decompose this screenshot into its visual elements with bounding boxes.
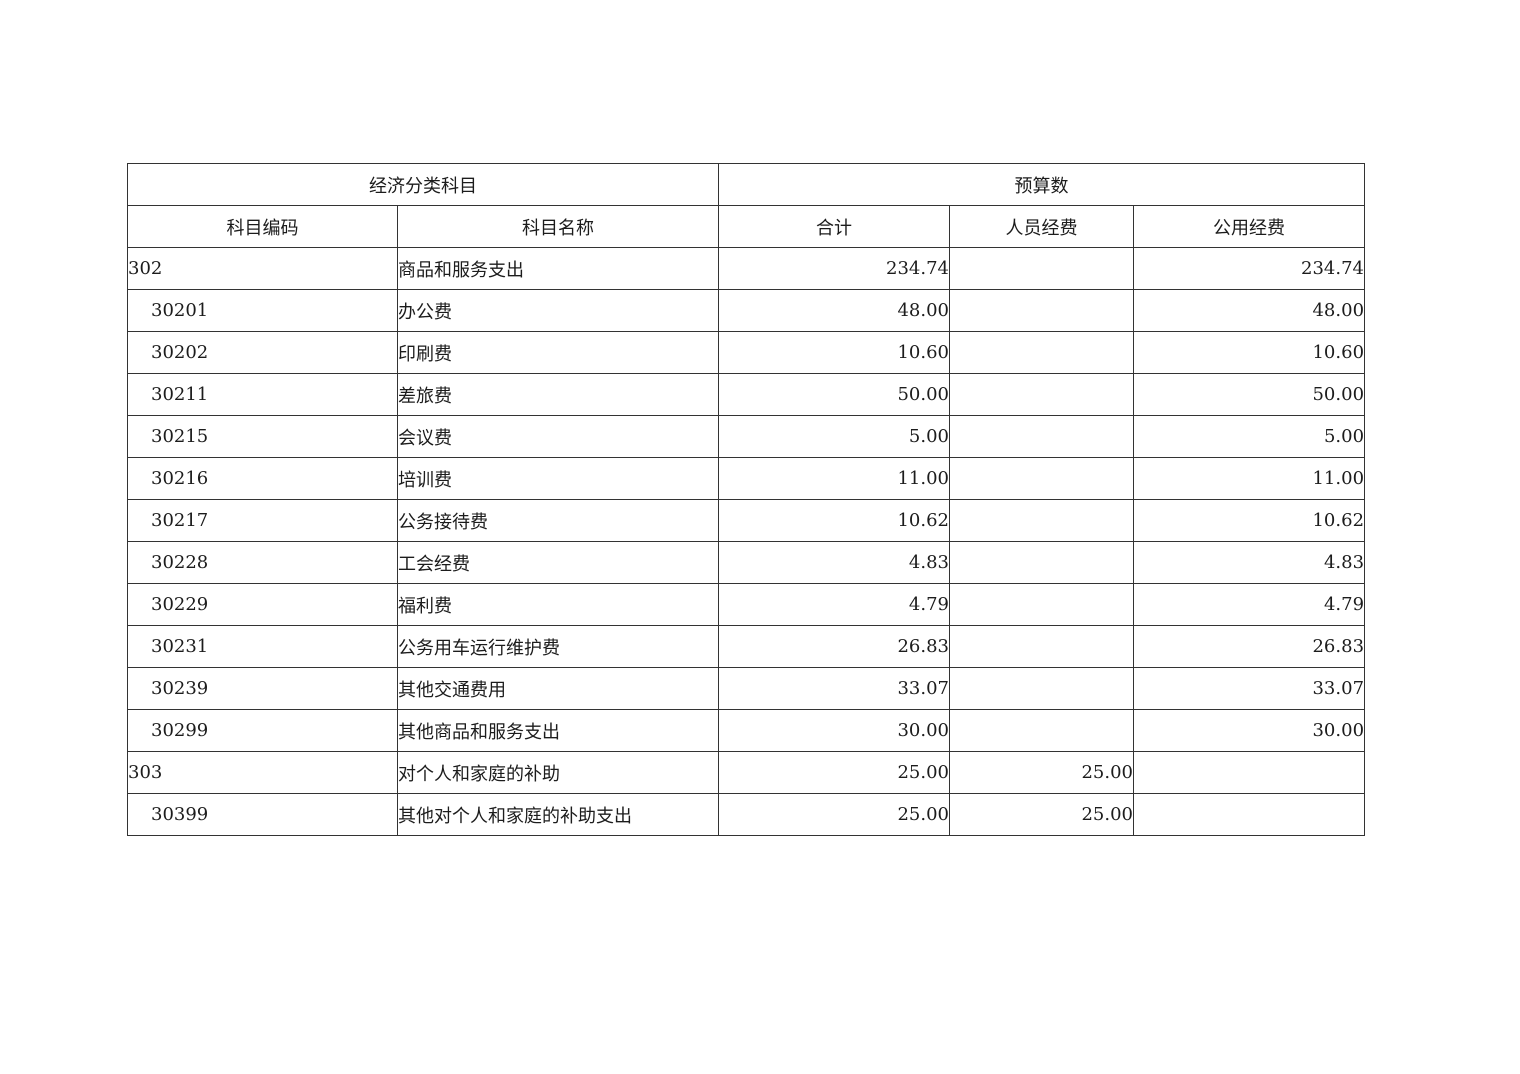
cell-total: 11.00 (718, 457, 950, 500)
cell-subject-name: 商品和服务支出 (397, 247, 719, 290)
cell-public-funds: 10.62 (1132, 499, 1366, 542)
cell-public-funds: 234.74 (1132, 247, 1366, 290)
cell-total: 25.00 (718, 751, 950, 794)
table-row: 30229 福利费 4.79 4.79 (127, 583, 1366, 626)
cell-subject-name: 其他对个人和家庭的补助支出 (397, 793, 719, 836)
cell-subject-name: 印刷费 (397, 331, 719, 374)
cell-public-funds: 4.83 (1132, 541, 1366, 584)
cell-subject-code: 30216 (127, 457, 398, 500)
cell-subject-name: 办公费 (397, 289, 719, 332)
cell-subject-name: 其他商品和服务支出 (397, 709, 719, 752)
group-header-row: 经济分类科目 预算数 (127, 163, 1366, 206)
cell-total: 30.00 (718, 709, 950, 752)
table-row: 30202 印刷费 10.60 10.60 (127, 331, 1366, 374)
table-row: 303 对个人和家庭的补助 25.00 25.00 (127, 751, 1366, 794)
cell-public-funds: 4.79 (1132, 583, 1366, 626)
cell-personnel-funds (949, 709, 1134, 752)
cell-personnel-funds: 25.00 (949, 793, 1134, 836)
table-row: 30201 办公费 48.00 48.00 (127, 289, 1366, 332)
cell-subject-code: 302 (127, 247, 398, 290)
cell-subject-code: 30202 (127, 331, 398, 374)
cell-personnel-funds (949, 667, 1134, 710)
cell-public-funds (1132, 751, 1366, 794)
column-header-subject-name: 科目名称 (397, 205, 719, 248)
cell-public-funds: 5.00 (1132, 415, 1366, 458)
cell-public-funds (1132, 793, 1366, 836)
cell-public-funds: 48.00 (1132, 289, 1366, 332)
cell-total: 4.83 (718, 541, 950, 584)
group-header-budget-amount: 预算数 (717, 163, 1366, 206)
cell-subject-name: 对个人和家庭的补助 (397, 751, 719, 794)
budget-table: 经济分类科目 预算数 科目编码 科目名称 合计 人员经费 公用经费 302 商品和… (127, 163, 1366, 836)
cell-subject-name: 培训费 (397, 457, 719, 500)
table-row: 30299 其他商品和服务支出 30.00 30.00 (127, 709, 1366, 752)
cell-total: 10.62 (718, 499, 950, 542)
group-header-economic-classification: 经济分类科目 (127, 163, 719, 206)
cell-total: 33.07 (718, 667, 950, 710)
cell-subject-name: 福利费 (397, 583, 719, 626)
cell-subject-name: 其他交通费用 (397, 667, 719, 710)
table-row: 30211 差旅费 50.00 50.00 (127, 373, 1366, 416)
cell-subject-code: 30229 (127, 583, 398, 626)
column-header-personnel-funds: 人员经费 (949, 205, 1134, 248)
table-header: 经济分类科目 预算数 科目编码 科目名称 合计 人员经费 公用经费 (127, 163, 1366, 248)
cell-public-funds: 11.00 (1132, 457, 1366, 500)
cell-subject-code: 30215 (127, 415, 398, 458)
table-row: 30215 会议费 5.00 5.00 (127, 415, 1366, 458)
cell-total: 48.00 (718, 289, 950, 332)
table-row: 30399 其他对个人和家庭的补助支出 25.00 25.00 (127, 793, 1366, 836)
table-row: 30239 其他交通费用 33.07 33.07 (127, 667, 1366, 710)
cell-subject-name: 公务用车运行维护费 (397, 625, 719, 668)
cell-total: 26.83 (718, 625, 950, 668)
column-header-total: 合计 (718, 205, 950, 248)
cell-public-funds: 50.00 (1132, 373, 1366, 416)
column-header-public-funds: 公用经费 (1132, 205, 1366, 248)
table-row: 302 商品和服务支出 234.74 234.74 (127, 247, 1366, 290)
cell-subject-code: 303 (127, 751, 398, 794)
cell-personnel-funds (949, 289, 1134, 332)
cell-total: 10.60 (718, 331, 950, 374)
column-header-row: 科目编码 科目名称 合计 人员经费 公用经费 (127, 205, 1366, 248)
cell-subject-code: 30228 (127, 541, 398, 584)
cell-subject-code: 30299 (127, 709, 398, 752)
cell-personnel-funds (949, 415, 1134, 458)
cell-public-funds: 10.60 (1132, 331, 1366, 374)
cell-total: 234.74 (718, 247, 950, 290)
cell-personnel-funds (949, 373, 1134, 416)
column-header-subject-code: 科目编码 (127, 205, 398, 248)
cell-total: 5.00 (718, 415, 950, 458)
cell-public-funds: 33.07 (1132, 667, 1366, 710)
cell-personnel-funds (949, 457, 1134, 500)
cell-personnel-funds (949, 331, 1134, 374)
cell-subject-name: 会议费 (397, 415, 719, 458)
cell-subject-code: 30217 (127, 499, 398, 542)
cell-public-funds: 30.00 (1132, 709, 1366, 752)
cell-subject-code: 30399 (127, 793, 398, 836)
cell-personnel-funds (949, 499, 1134, 542)
cell-personnel-funds: 25.00 (949, 751, 1134, 794)
cell-personnel-funds (949, 625, 1134, 668)
cell-subject-name: 差旅费 (397, 373, 719, 416)
table-body: 302 商品和服务支出 234.74 234.74 30201 办公费 48.00 48.00… (127, 247, 1366, 836)
cell-subject-code: 30231 (127, 625, 398, 668)
cell-personnel-funds (949, 583, 1134, 626)
cell-subject-name: 公务接待费 (397, 499, 719, 542)
cell-personnel-funds (949, 541, 1134, 584)
table-row: 30217 公务接待费 10.62 10.62 (127, 499, 1366, 542)
cell-subject-code: 30239 (127, 667, 398, 710)
cell-subject-code: 30201 (127, 289, 398, 332)
table-row: 30231 公务用车运行维护费 26.83 26.83 (127, 625, 1366, 668)
cell-subject-code: 30211 (127, 373, 398, 416)
table-row: 30216 培训费 11.00 11.00 (127, 457, 1366, 500)
cell-personnel-funds (949, 247, 1134, 290)
cell-total: 4.79 (718, 583, 950, 626)
cell-subject-name: 工会经费 (397, 541, 719, 584)
cell-total: 25.00 (718, 793, 950, 836)
table-row: 30228 工会经费 4.83 4.83 (127, 541, 1366, 584)
cell-total: 50.00 (718, 373, 950, 416)
cell-public-funds: 26.83 (1132, 625, 1366, 668)
